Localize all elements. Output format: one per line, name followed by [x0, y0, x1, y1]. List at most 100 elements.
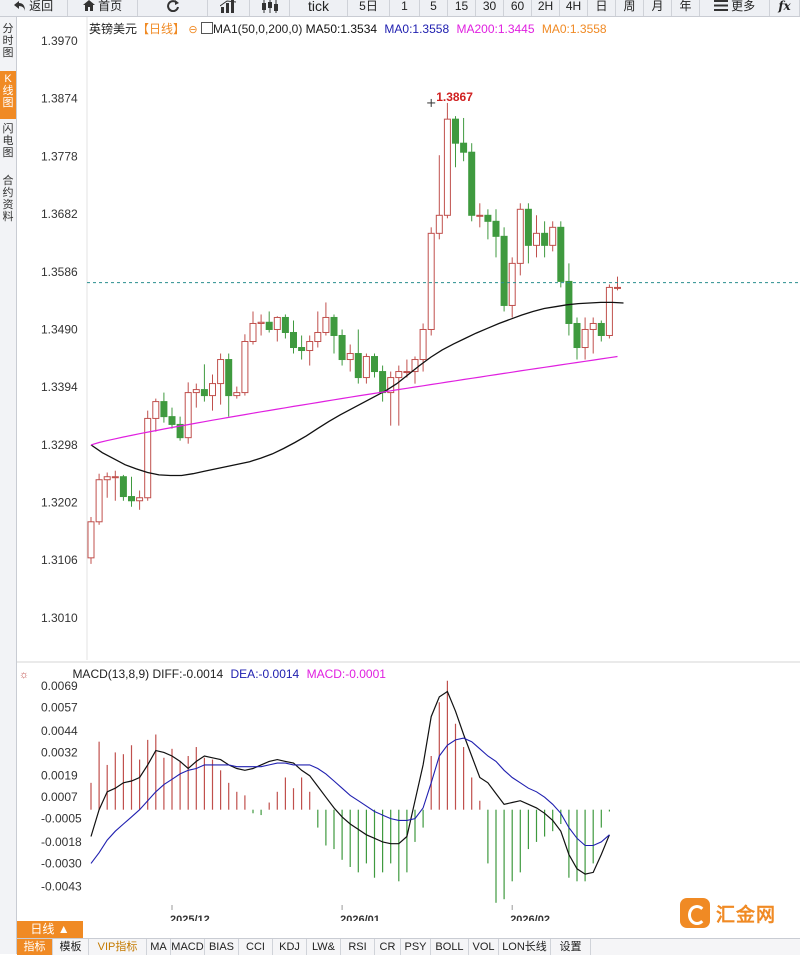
- back-arrow-icon: [13, 1, 25, 11]
- indicator-tab[interactable]: VOL: [469, 939, 499, 955]
- period-15min[interactable]: 15: [448, 0, 476, 16]
- candle-body: [411, 359, 419, 373]
- indicator-tab[interactable]: MACD: [171, 939, 205, 955]
- period-week[interactable]: 周: [616, 0, 644, 16]
- indicator-toggle-icon[interactable]: [200, 22, 213, 34]
- peak-marker: 1.3867: [427, 90, 473, 107]
- candlestick-icon: [261, 0, 278, 13]
- more-label: 更多: [731, 0, 756, 13]
- candle-body: [265, 321, 273, 330]
- price-tick-label: 1.3490: [41, 322, 78, 336]
- settings-gear-icon[interactable]: ⊖: [188, 24, 198, 36]
- candle-body: [549, 226, 557, 246]
- candle-body: [298, 347, 306, 352]
- indicator-tab[interactable]: BIAS: [205, 939, 239, 955]
- macd-axis: 0.0069 0.0057 0.0044 0.0032 0.0019 0.0007 -0.0…: [41, 679, 82, 894]
- candle-body: [87, 521, 95, 559]
- more-button[interactable]: 更多: [700, 0, 770, 16]
- candle-body: [314, 331, 322, 343]
- sun-settings-icon[interactable]: ☼: [19, 669, 30, 681]
- indicator-tab[interactable]: PSY: [401, 939, 431, 955]
- candle-body: [508, 262, 516, 306]
- price-tick-label: 1.3682: [41, 207, 78, 221]
- candle-body: [533, 232, 540, 246]
- refresh-button[interactable]: [138, 0, 208, 16]
- candle-body: [452, 118, 459, 144]
- macd-title: MACD(13,8,9): [72, 667, 150, 681]
- indicator-tab[interactable]: KDJ: [273, 939, 307, 955]
- macd-diff-value: DIFF:-0.0014: [152, 667, 224, 681]
- macd-histogram: [90, 680, 611, 903]
- indicator-tab[interactable]: BOLL: [431, 939, 469, 955]
- macd-tick-label: 0.0019: [41, 769, 78, 783]
- ma50-line: [90, 301, 624, 477]
- indicator-tab-bar: 指标 模板 VIP指标 MA MACD BIAS CCI KDJ LW& RSI CR PSY BOLL…: [17, 938, 800, 955]
- price-tick-label: 1.3586: [41, 265, 78, 279]
- sidebar-item-timeshare[interactable]: 分时图: [2, 23, 14, 59]
- candle-body: [427, 232, 435, 330]
- candle-body: [492, 220, 500, 237]
- logo-icon: [680, 898, 710, 928]
- period-select-button[interactable]: 日线 ▲: [17, 921, 83, 938]
- chart-type-button[interactable]: [208, 0, 250, 16]
- candle-body: [103, 476, 111, 481]
- indicator-tab[interactable]: LON长线: [499, 939, 551, 955]
- candle-body: [233, 392, 241, 397]
- candle-body: [605, 286, 613, 336]
- period-5min[interactable]: 5: [420, 0, 448, 16]
- candle-body: [524, 208, 532, 246]
- period-2h[interactable]: 2H: [532, 0, 560, 16]
- period-60min[interactable]: 60: [504, 0, 532, 16]
- period-30min[interactable]: 30: [476, 0, 504, 16]
- back-label: 返回: [29, 0, 54, 13]
- price-tick-label: 1.3874: [41, 92, 78, 106]
- formula-button[interactable]: fx: [770, 0, 800, 16]
- indicator-tab[interactable]: RSI: [341, 939, 375, 955]
- ma50-value: MA50:1.3534: [305, 22, 378, 36]
- candle-body: [136, 497, 144, 502]
- indicator-tab[interactable]: VIP指标: [89, 939, 147, 955]
- candle-body: [281, 316, 289, 333]
- period-4h[interactable]: 4H: [560, 0, 588, 16]
- indicator-tab[interactable]: 设置: [551, 939, 591, 955]
- indicator-tab[interactable]: 指标: [17, 939, 53, 955]
- candle-body: [541, 232, 549, 246]
- period-year[interactable]: 年: [672, 0, 700, 16]
- date-label: 2026/02: [510, 914, 550, 921]
- symbol-name: 英镑美元: [89, 22, 138, 36]
- sidebar-item-flash[interactable]: 闪电图: [2, 123, 14, 159]
- candle-body: [500, 235, 508, 306]
- home-label: 首页: [98, 0, 123, 13]
- period-month[interactable]: 月: [644, 0, 672, 16]
- back-button[interactable]: 返回: [0, 0, 68, 16]
- macd-dea-line: [90, 737, 610, 864]
- chart-canvas[interactable]: 1.3970 1.3874 1.3778 1.3682 1.3586 1.3490 1.33…: [17, 17, 800, 921]
- macd-tick-label: -0.0043: [41, 880, 82, 894]
- peak-label: 1.3867: [436, 90, 473, 104]
- brand-logo: 汇金网: [680, 896, 776, 930]
- indicator-tab[interactable]: 模板: [53, 939, 89, 955]
- period-day[interactable]: 日: [588, 0, 616, 16]
- home-button[interactable]: 首页: [68, 0, 138, 16]
- period-1min[interactable]: 1: [390, 0, 420, 16]
- indicator-tab[interactable]: LW&: [307, 939, 341, 955]
- candle-body: [330, 316, 338, 336]
- candle-body: [443, 118, 451, 216]
- candle-style-button[interactable]: [250, 0, 290, 16]
- date-axis: 2025/12 2026/01 2026/02: [170, 905, 550, 921]
- price-tick-label: 1.3394: [41, 380, 78, 394]
- tick-button[interactable]: tick: [290, 0, 348, 16]
- indicator-tab[interactable]: MA: [147, 939, 171, 955]
- sidebar-item-contract-info[interactable]: 合约资料: [2, 175, 14, 223]
- candles-layer: [87, 102, 621, 564]
- indicator-tab[interactable]: CR: [375, 939, 401, 955]
- ma-label: MA1(50,0,200,0): [212, 22, 303, 36]
- candle-body: [217, 359, 225, 385]
- price-axis: 1.3970 1.3874 1.3778 1.3682 1.3586 1.3490 1.33…: [41, 34, 78, 625]
- date-label: 2026/01: [340, 914, 380, 921]
- macd-dea-value: DEA:-0.0014: [230, 667, 300, 681]
- candle-body: [225, 359, 233, 397]
- period-5day[interactable]: 5日: [348, 0, 390, 16]
- sidebar-item-kline[interactable]: K线图: [0, 71, 16, 119]
- indicator-tab[interactable]: CCI: [239, 939, 273, 955]
